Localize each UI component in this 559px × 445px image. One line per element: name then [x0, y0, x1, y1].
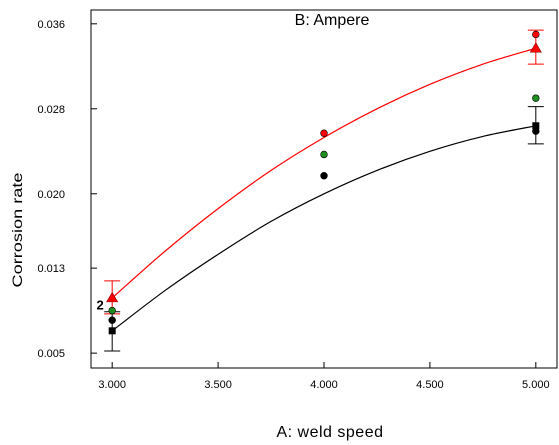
- data-points: [108, 30, 540, 324]
- y-tick-label: 0.020: [37, 189, 65, 201]
- y-tick-label: 0.005: [37, 348, 65, 360]
- fit-curves: [111, 47, 536, 332]
- x-tick-label: 4.000: [310, 379, 338, 391]
- x-tick-label: 3.000: [98, 379, 126, 391]
- point-count-label: 2: [96, 298, 103, 313]
- data-point: [320, 150, 328, 159]
- prediction-square: [108, 327, 116, 335]
- data-point: [108, 316, 116, 324]
- data-point: [320, 172, 328, 180]
- x-tick-label: 3.500: [204, 379, 232, 391]
- prediction-square: [532, 122, 540, 130]
- y-tick-label: 0.028: [37, 104, 65, 116]
- x-tick-label: 5.000: [522, 379, 550, 391]
- data-point: [108, 306, 116, 315]
- y-axis-label: Corrosion rate: [9, 172, 25, 287]
- error-bars: [104, 29, 544, 352]
- prediction-markers: [106, 42, 542, 335]
- y-tick-label: 0.036: [37, 19, 65, 31]
- x-axis-ticks: 3.000 3.500 4.000 4.500 5.000: [98, 362, 550, 391]
- data-point: [532, 94, 540, 102]
- data-point: [532, 30, 540, 39]
- x-axis-label: A: weld speed: [276, 424, 383, 441]
- data-point: [320, 129, 328, 137]
- plot-frame: [90, 9, 558, 369]
- annotations: 2: [96, 298, 103, 313]
- fit-curve-line: [111, 47, 536, 299]
- x-tick-label: 4.500: [416, 379, 444, 391]
- chart-title: B: Ampere: [295, 12, 370, 29]
- prediction-triangle: [106, 291, 119, 303]
- prediction-triangle: [529, 42, 542, 53]
- y-tick-label: 0.013: [37, 263, 65, 275]
- fit-curve-line: [111, 125, 536, 332]
- y-axis-ticks: 0.005 0.013 0.020 0.028 0.036: [37, 19, 97, 360]
